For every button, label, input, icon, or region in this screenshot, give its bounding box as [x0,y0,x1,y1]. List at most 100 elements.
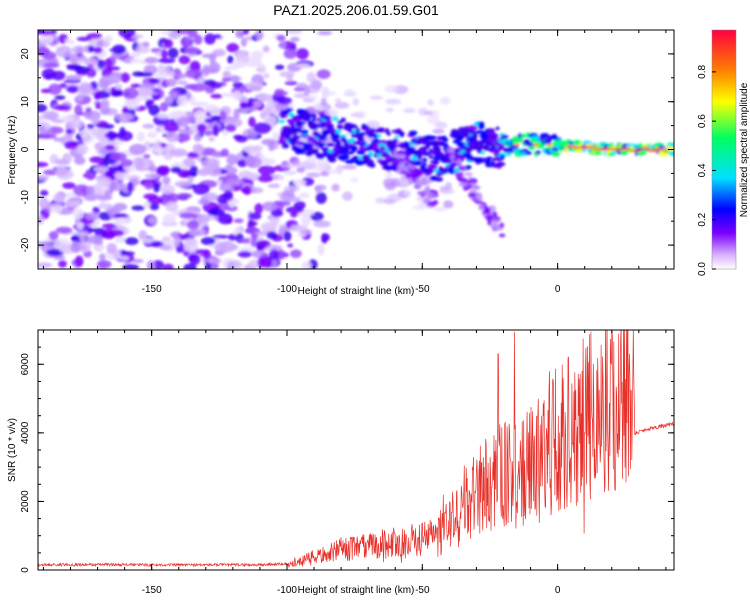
heatmap-noise-cell [290,249,302,258]
heatmap-noise-cell [283,231,292,242]
heatmap-noise-cell [278,174,285,181]
heatmap-noise-cell [149,203,160,211]
heatmap-streak-cell [398,158,406,163]
heatmap-noise-cell [261,138,277,146]
heatmap-noise-cell [243,145,260,153]
heatmap-ridge-cell [277,119,286,124]
heatmap-ridge-cell [318,142,326,147]
heatmap-halo-cell [311,78,322,89]
heatmap-streak-cell [449,162,457,167]
heatmap-halo-cell [350,177,359,183]
heatmap-noise-cell [163,65,171,75]
heatmap-noise-cell [143,154,151,159]
heatmap-noise-cell [38,161,49,168]
heatmap-streak-cell [421,180,428,186]
colorbar-tick-label: 0.2 [697,212,708,226]
heatmap-noise-cell [55,226,73,234]
heatmap-noise-cell [193,133,202,142]
heatmap-noise-cell [131,205,145,211]
heatmap-noise-cell [186,151,199,159]
heatmap-ridge-cell [376,134,382,138]
heatmap-noise-cell [229,75,240,83]
heatmap-halo-cell [303,86,311,96]
snr-series-line [38,330,674,568]
heatmap-noise-cell [75,144,89,155]
heatmap-noise-cell [124,237,139,245]
heatmap-noise-cell [134,157,145,170]
heatmap-noise-cell [242,185,252,196]
heatmap-ridge-cell [496,161,506,167]
heatmap-noise-cell [188,227,207,237]
y-tick-label: 2000 [20,490,31,513]
heatmap-noise-cell [76,36,92,42]
heatmap-noise-cell [269,214,280,226]
heatmap-ridge-cell [325,142,335,147]
heatmap-noise-cell [163,192,179,204]
heatmap-noise-cell [227,55,234,64]
heatmap-noise-cell [176,192,193,199]
heatmap-noise-cell [150,240,164,248]
heatmap-noise-cell [142,41,150,48]
heatmap-ridge-cell [478,124,485,130]
heatmap-noise-cell [85,57,98,68]
heatmap-x-axis-label: Height of straight line (km) [298,286,415,297]
x-tick-label: -100 [277,585,297,596]
heatmap-ridge-cell [467,129,476,135]
heatmap-noise-cell [76,59,86,65]
heatmap-noise-cell [201,157,219,170]
heatmap-ridge-cell [403,141,410,146]
heatmap-streak-cell [477,196,483,201]
heatmap-streak-cell [474,200,483,205]
heatmap-noise-cell [173,234,181,247]
heatmap-ridge-cell [369,127,376,133]
heatmap-ridge-cell [435,177,444,182]
heatmap-noise-cell [226,259,243,269]
y-tick-label: 6000 [20,353,31,376]
colorbar-tick-label: 0.4 [697,163,708,177]
heatmap-noise-cell [232,81,244,89]
heatmap-noise-cell [93,166,109,173]
heatmap-ridge-cell [442,137,449,143]
heatmap-noise-cell [72,231,89,236]
heatmap-noise-cell [92,46,103,54]
heatmap-ridge-cell [594,150,603,156]
heatmap-ridge-cell [351,124,358,129]
heatmap-ridge-cell [326,123,334,129]
heatmap-noise-cell [167,47,179,59]
heatmap-ridge-cell [486,156,493,161]
heatmap-noise-cell [127,181,134,193]
heatmap-ridge-cell [291,134,301,140]
heatmap-noise-cell [120,159,133,167]
heatmap-blob-layer [38,30,674,269]
heatmap-noise-cell [290,224,308,231]
heatmap-noise-cell [138,230,148,241]
heatmap-noise-cell [250,239,258,248]
heatmap-ridge-cell [421,162,428,168]
heatmap-noise-cell [208,166,221,177]
heatmap-noise-cell [90,113,100,125]
heatmap-ridge-cell [535,150,541,155]
heatmap-noise-cell [135,45,150,54]
heatmap-ridge-cell [280,115,287,119]
heatmap-noise-cell [130,52,141,58]
heatmap-halo-cell [434,121,448,129]
heatmap-noise-cell [81,133,95,143]
heatmap-streak-cell [492,211,497,219]
heatmap-noise-cell [235,30,242,39]
heatmap-ridge-cell [414,160,422,167]
heatmap-streak-cell [473,184,479,190]
heatmap-noise-cell [97,203,113,210]
heatmap-ridge-cell [472,141,481,147]
heatmap-streak-cell [485,214,494,222]
heatmap-noise-cell [104,132,120,139]
heatmap-hot-cell [514,143,521,147]
heatmap-noise-cell [137,131,145,142]
heatmap-noise-cell [245,81,264,91]
heatmap-ridge-cell [502,135,509,139]
heatmap-hot-cell [620,147,630,151]
heatmap-ridge-cell [517,133,523,139]
heatmap-noise-cell [284,80,298,86]
heatmap-ridge-cell [277,139,286,145]
heatmap-noise-cell [239,101,247,110]
